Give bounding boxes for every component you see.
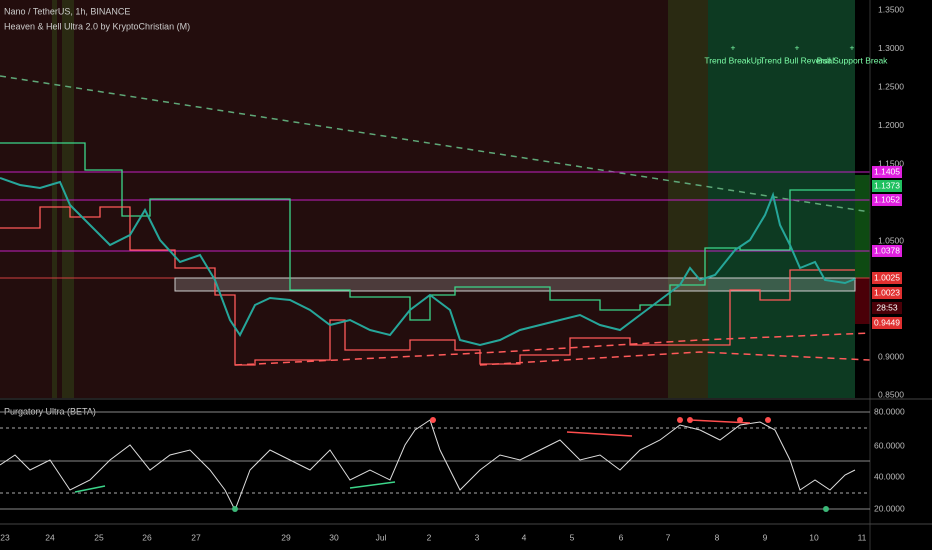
zone-green <box>855 175 870 278</box>
signal-dot <box>737 417 743 423</box>
plus: + <box>731 42 736 52</box>
badge-bg <box>872 272 902 284</box>
annotation: Trend Bull Reversal <box>760 55 834 65</box>
indicator-title: Heaven & Hell Ultra 2.0 by KryptoChristi… <box>4 21 190 31</box>
badges: 1.1405 1.1373 1.1052 1.0378 1.0025 1.002… <box>872 166 902 329</box>
price-label: 1.2000 <box>878 120 904 130</box>
support-line <box>234 332 871 366</box>
date-label: Jul <box>376 532 387 542</box>
lower-band <box>0 206 855 366</box>
badge-bg <box>872 302 902 314</box>
bg-neutral <box>668 0 708 398</box>
signal-dot <box>430 417 436 423</box>
osc-label: 60.0000 <box>874 440 905 450</box>
price-badge: 1.0025 <box>874 272 900 282</box>
signal-dot <box>232 506 238 512</box>
price-badge: 1.1052 <box>874 194 900 204</box>
badge-bg <box>872 180 902 192</box>
support-line <box>479 351 871 366</box>
signal-dot <box>677 417 683 423</box>
plus: + <box>850 42 855 52</box>
date-label: 10 <box>809 532 819 542</box>
price-label: 0.9000 <box>878 351 904 361</box>
date-label: 2 <box>427 532 432 542</box>
price-label: 1.3500 <box>878 4 904 14</box>
price-label: 1.0500 <box>878 235 904 245</box>
trend-line <box>0 75 871 213</box>
divergence <box>74 485 106 493</box>
date-label: 24 <box>45 532 55 542</box>
bg-bull <box>708 0 855 398</box>
badge-bg <box>872 317 902 329</box>
badge-bg <box>872 245 902 257</box>
zone-red <box>855 278 870 324</box>
date-label: 4 <box>522 532 527 542</box>
price-badge: 1.1373 <box>874 180 900 190</box>
signal-dot <box>687 417 693 423</box>
price-badge: 0.9449 <box>874 317 900 327</box>
divergence <box>566 431 633 437</box>
annotation: Bull Support Break <box>817 55 889 65</box>
date-label: 25 <box>94 532 104 542</box>
date-label: 30 <box>329 532 339 542</box>
date-label: 29 <box>281 532 291 542</box>
osc-label: 80.0000 <box>874 406 905 416</box>
date-label: 26 <box>142 532 152 542</box>
date-label: 3 <box>475 532 480 542</box>
price-label: 0.8500 <box>878 389 904 399</box>
osc-label: 40.0000 <box>874 471 905 481</box>
symbol-title: Nano / TetherUS, 1h, BINANCE <box>4 6 130 16</box>
date-label: 8 <box>715 532 720 542</box>
price-label: 1.3000 <box>878 43 904 53</box>
oscillator-title: Purgatory Ultra (BETA) <box>4 406 96 416</box>
range-box <box>174 277 856 292</box>
plus: + <box>795 42 800 52</box>
price-label: 1.1500 <box>878 158 904 168</box>
date-axis: 23 24 25 26 27 29 30 Jul 2 3 4 5 6 7 8 9 10 11 <box>0 532 866 542</box>
price-badge: 1.0023 <box>874 287 900 297</box>
annotation: Trend BreakUp <box>704 55 762 65</box>
price-line <box>0 177 856 347</box>
upper-band <box>0 142 855 321</box>
badge-bg <box>872 194 902 206</box>
divergence <box>349 481 396 489</box>
signal-dot <box>765 417 771 423</box>
bg-bear <box>0 0 668 398</box>
price-badge: 1.1405 <box>874 166 900 176</box>
date-label: 6 <box>619 532 624 542</box>
oscillator-line <box>0 419 856 512</box>
price-badge: 28:53 <box>876 302 898 312</box>
date-label: 23 <box>0 532 10 542</box>
osc-label: 20.0000 <box>874 503 905 513</box>
date-label: 5 <box>570 532 575 542</box>
date-label: 7 <box>666 532 671 542</box>
date-label: 11 <box>858 532 867 542</box>
date-label: 27 <box>191 532 201 542</box>
date-label: 9 <box>763 532 768 542</box>
badge-bg <box>872 287 902 299</box>
price-badge: 1.0378 <box>874 245 900 255</box>
badge-bg <box>872 166 902 178</box>
bg-neutral <box>52 0 57 398</box>
price-label: 1.2500 <box>878 81 904 91</box>
signal-dot <box>823 506 829 512</box>
